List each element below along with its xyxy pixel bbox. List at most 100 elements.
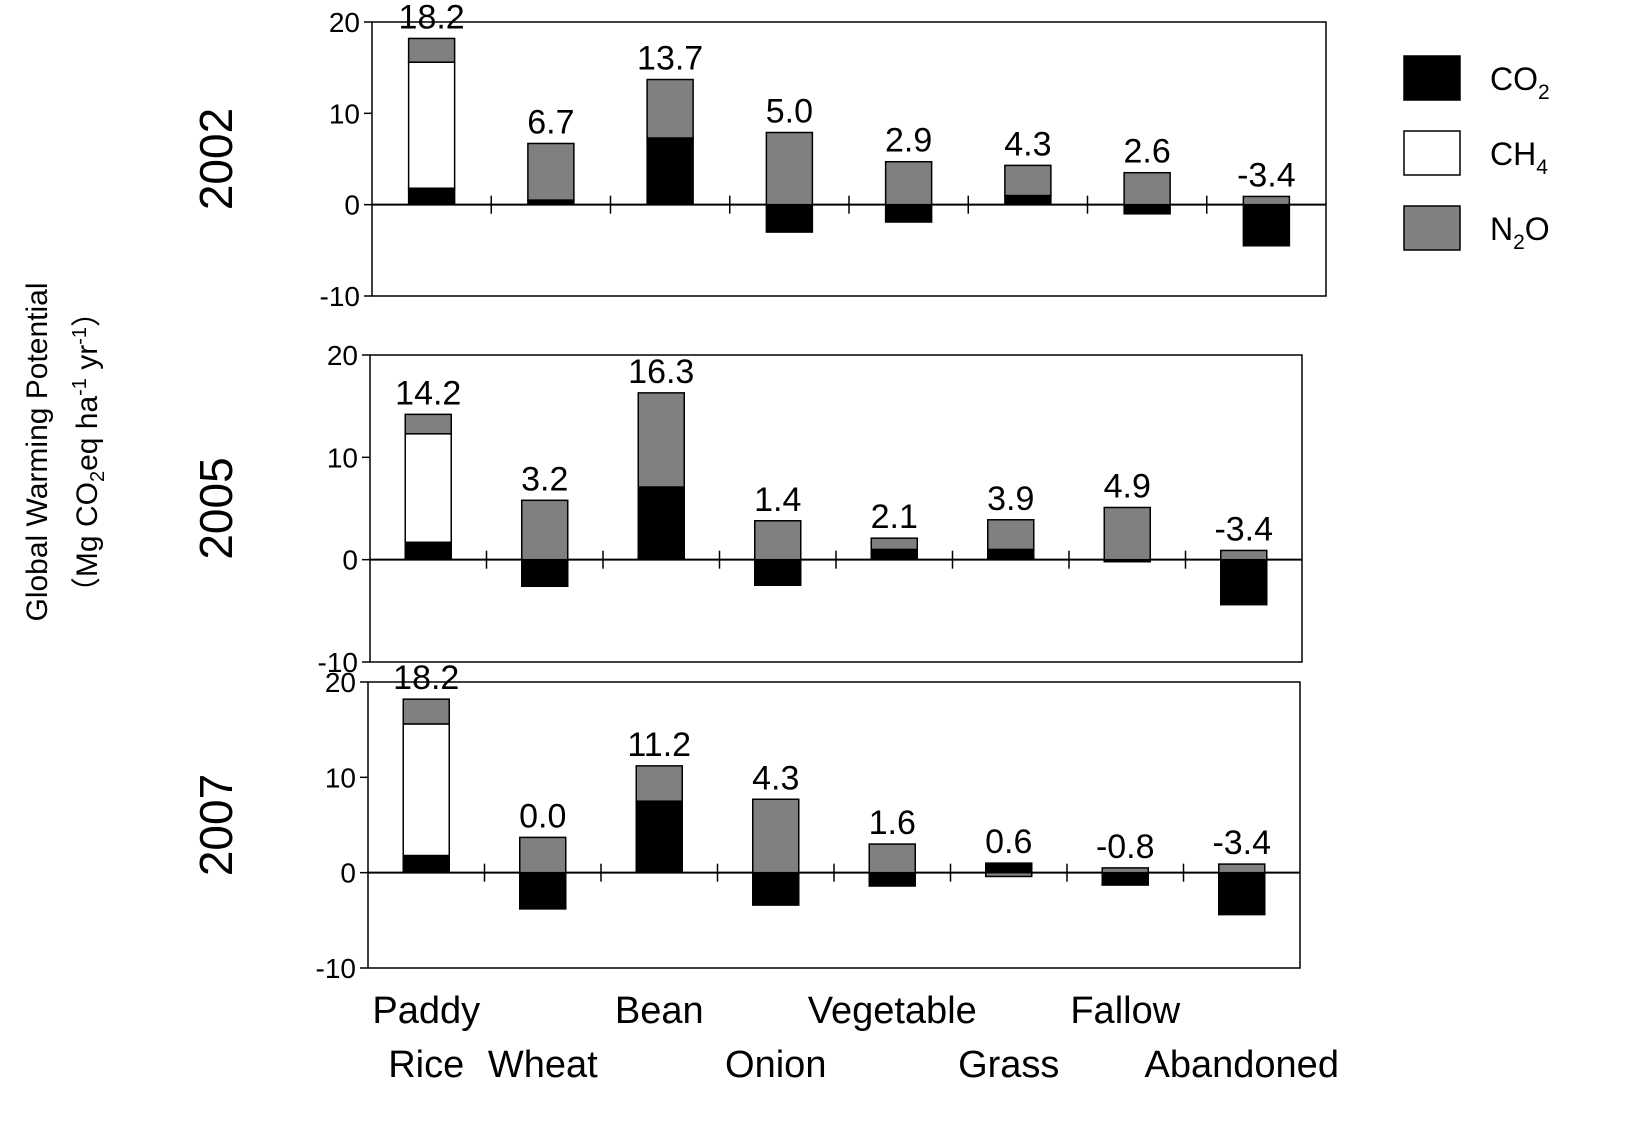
y-tick-label: -10 (320, 281, 360, 312)
bar-co2 (404, 541, 452, 561)
bar-ch4 (404, 433, 452, 544)
bar-n2o (868, 843, 916, 874)
data-label: 6.7 (527, 103, 574, 141)
category-label: Bean (615, 990, 704, 1032)
data-label: 11.2 (627, 726, 691, 764)
bar-ch4 (402, 723, 450, 857)
category-label: Wheat (488, 1044, 598, 1086)
category-label: Rice (388, 1044, 464, 1086)
bar-n2o (985, 871, 1033, 878)
legend: CO2 CH4 N2O (1403, 55, 1550, 254)
category-labels: Paddy Rice Wheat Bean Onion Vegetable Grass Fal… (372, 990, 1339, 1086)
bar-n2o (637, 392, 685, 488)
bar-co2 (1004, 194, 1052, 206)
legend-label: N2O (1490, 211, 1550, 254)
category-label: Paddy (372, 990, 480, 1032)
bar-n2o (635, 765, 683, 802)
bar-n2o (752, 798, 800, 874)
bar-co2 (884, 203, 933, 223)
legend-swatch (1403, 205, 1461, 251)
y-tick-label: 10 (327, 442, 358, 473)
data-label: 2.1 (871, 498, 918, 536)
bar-n2o (404, 413, 452, 435)
data-label: 2.6 (1123, 133, 1170, 171)
plot-frame (367, 681, 1301, 969)
data-label: -3.4 (1212, 824, 1271, 862)
category-label: Fallow (1070, 990, 1180, 1032)
category-label: Grass (958, 1044, 1059, 1086)
bar-co2 (868, 871, 916, 887)
year-label: 2007 (190, 774, 242, 876)
bar-co2 (1242, 203, 1291, 247)
data-label: 3.2 (521, 460, 568, 498)
data-label: 4.3 (1004, 125, 1051, 163)
bar-co2 (407, 187, 456, 206)
bar-co2 (985, 862, 1033, 874)
category-label: Vegetable (808, 990, 977, 1032)
y-tick-label: 20 (327, 340, 358, 371)
bar-co2 (635, 800, 683, 874)
legend-swatch (1403, 55, 1461, 101)
y-tick-label: 20 (329, 7, 360, 38)
plot-frame (369, 354, 1303, 663)
data-label: 0.0 (519, 797, 566, 835)
data-label: 14.2 (395, 374, 461, 412)
bar-n2o (1101, 867, 1149, 874)
y-axis-label: Global Warming Potential （Mg CO2eq ha-1 y… (21, 282, 109, 621)
bar-co2 (870, 548, 918, 561)
data-label: 5.0 (766, 93, 813, 131)
y-tick-label: -10 (316, 953, 356, 984)
panel-2007: 20 10 0 -10 2007 18.2 0.0 11.2 4.3 1.6 0.6 -0.8 -3.4 (190, 659, 1301, 984)
data-label: -3.4 (1237, 156, 1296, 194)
bar-n2o (884, 160, 933, 206)
bar-co2 (1101, 871, 1149, 886)
bar-co2 (519, 871, 567, 910)
y-tick-label: 20 (325, 667, 356, 698)
data-label: 18.2 (393, 659, 459, 697)
data-label: 1.4 (754, 481, 801, 519)
bar-n2o (521, 499, 569, 561)
data-label: -3.4 (1214, 510, 1273, 548)
bar-co2 (754, 558, 802, 587)
bar-n2o (987, 519, 1035, 551)
bar-n2o (402, 698, 450, 725)
bar-n2o (527, 142, 575, 201)
bar-n2o (1242, 195, 1291, 206)
data-label: 16.3 (628, 353, 694, 391)
category-label: Abandoned (1145, 1044, 1339, 1086)
bar-co2 (637, 486, 685, 561)
y-tick-label: 0 (342, 545, 358, 576)
bar-co2 (646, 137, 694, 206)
bar-n2o (870, 537, 918, 551)
bar-n2o (519, 836, 567, 874)
bar-co2 (521, 558, 569, 588)
bar-n2o (1123, 171, 1171, 206)
bar-co2 (1220, 558, 1268, 606)
data-label: 13.7 (637, 40, 703, 78)
data-label: 4.3 (752, 759, 799, 797)
bar-n2o (1218, 863, 1266, 874)
y-tick-label: 10 (325, 762, 356, 793)
data-label: 3.9 (987, 480, 1034, 518)
y-axis-label-line1: Global Warming Potential (21, 282, 54, 621)
data-label: 0.6 (985, 823, 1032, 861)
panel-2005: 20 10 0 -10 2005 14.2 3.2 16.3 1.4 2.1 3.9 4.9 -3.4 (190, 340, 1303, 678)
y-tick-label: 0 (344, 190, 360, 221)
data-label: 2.9 (885, 122, 932, 160)
y-tick-label: 10 (329, 98, 360, 129)
legend-label: CO2 (1490, 61, 1550, 104)
bar-co2 (752, 871, 800, 906)
panel-2002: 20 10 0 -10 2002 18.2 6.7 13.7 5.0 2.9 4.3 2.6 -3.4 (190, 0, 1327, 312)
category-label: Onion (725, 1044, 826, 1086)
y-axis-label-line2: （Mg CO2eq ha-1 yr-1） (69, 297, 109, 607)
y-tick-label: -10 (318, 647, 358, 678)
data-label: 18.2 (399, 0, 465, 36)
bar-n2o (407, 37, 456, 63)
legend-label: CH4 (1490, 136, 1548, 179)
bar-n2o (1004, 164, 1052, 197)
bar-co2 (1123, 203, 1171, 215)
bar-n2o (1103, 506, 1151, 561)
bar-co2 (987, 548, 1035, 561)
